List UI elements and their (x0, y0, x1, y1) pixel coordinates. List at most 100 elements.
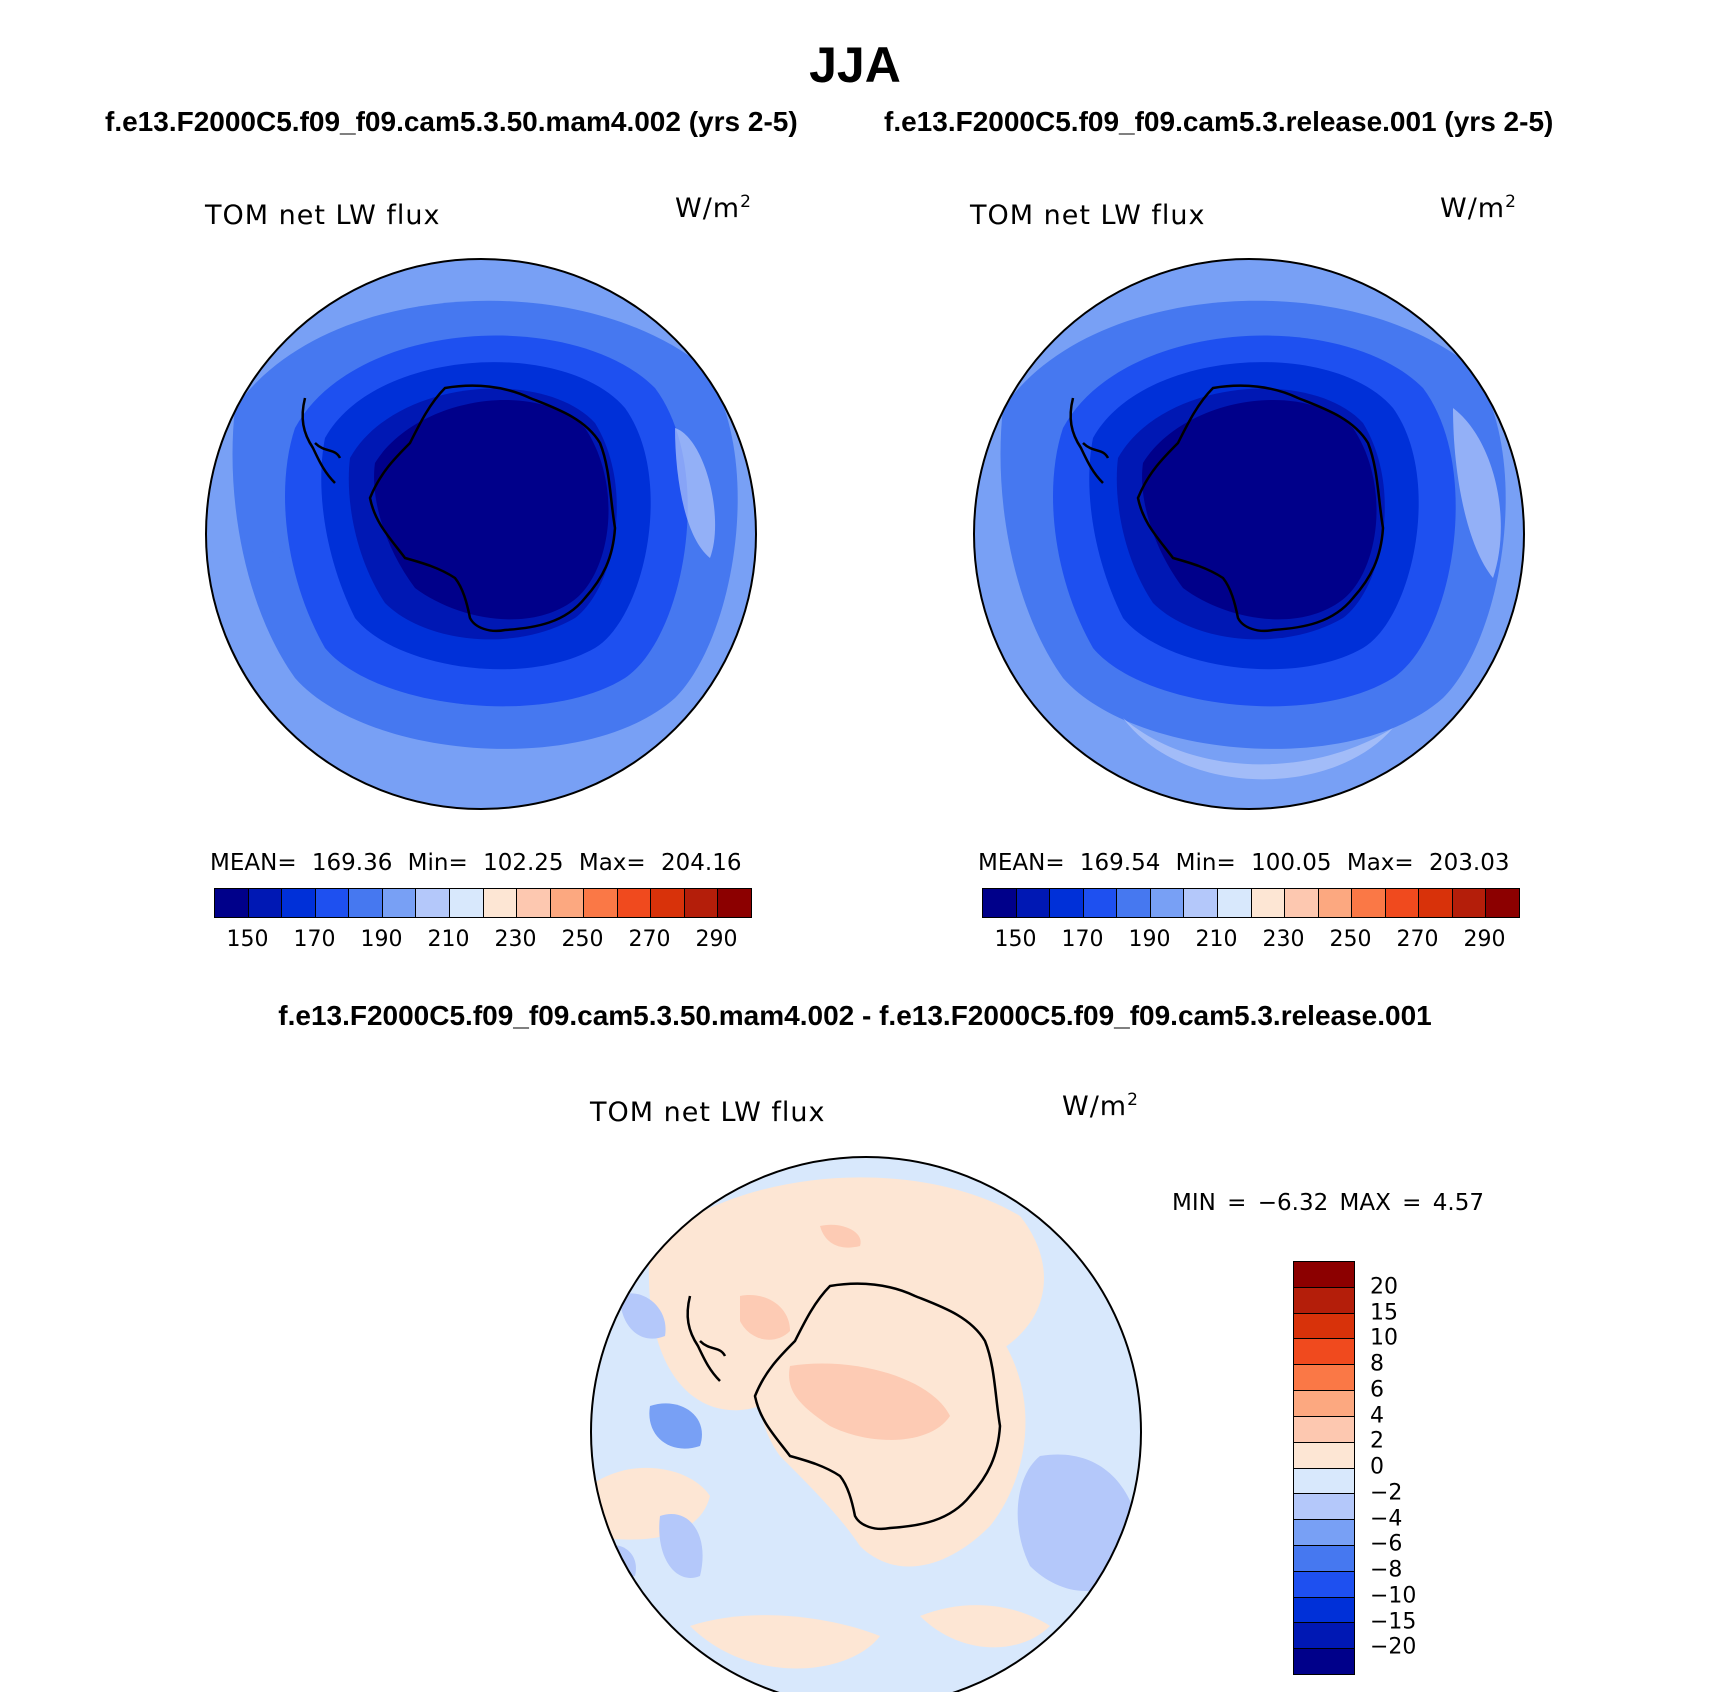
difference-colorbar-swatch (1294, 1313, 1354, 1340)
panel-1-colorbar-swatch (718, 889, 751, 917)
difference-polar-map (590, 1156, 1142, 1692)
panel-2-colorbar-tick-label: 210 (1195, 927, 1238, 952)
difference-colorbar-swatch (1294, 1287, 1354, 1314)
panel-2-colorbar-swatch (1184, 889, 1218, 917)
panel-2-colorbar-swatch (1117, 889, 1151, 917)
difference-header: f.e13.F2000C5.f09_f09.cam5.3.50.mam4.002… (278, 1000, 1432, 1031)
panel-1-header: f.e13.F2000C5.f09_f09.cam5.3.50.mam4.002… (105, 106, 798, 137)
panel-2-units: W/m2 (1440, 192, 1517, 224)
difference-colorbar-tick-label: −10 (1370, 1583, 1417, 1609)
difference-colorbar-swatch (1294, 1520, 1354, 1546)
difference-colorbar-tick-label: 8 (1370, 1351, 1384, 1377)
panel-1-colorbar-ticks: 150 170 190 210 230 250 270 290 (214, 927, 750, 957)
difference-colorbar-swatch (1294, 1262, 1354, 1288)
difference-colorbar-swatch (1294, 1468, 1354, 1495)
difference-colorbar-tick-label: 4 (1370, 1403, 1384, 1428)
difference-colorbar-swatch (1294, 1391, 1354, 1417)
panel-2-colorbar-swatch (1150, 889, 1185, 917)
panel-1-colorbar-tick-label: 270 (628, 927, 671, 952)
panel-1-polar-map (205, 258, 757, 810)
panel-1-colorbar-swatch (584, 889, 618, 917)
panel-2-polar-map (973, 258, 1525, 810)
difference-colorbar-tick-label: 10 (1370, 1325, 1398, 1351)
panel-1-colorbar-swatch (617, 889, 652, 917)
panel-1-colorbar-swatch (517, 889, 551, 917)
panel-1-units: W/m2 (675, 192, 752, 224)
panel-2-colorbar-swatch (1016, 889, 1051, 917)
panel-1-colorbar-swatch (215, 889, 249, 917)
difference-minmax: MIN = −6.32 MAX = 4.57 (1172, 1190, 1484, 1216)
panel-1-colorbar-swatch (248, 889, 283, 917)
panel-1-colorbar-tick-label: 170 (293, 927, 336, 952)
panel-1-colorbar-swatch (550, 889, 585, 917)
difference-colorbar-swatch (1294, 1623, 1354, 1650)
panel-2-colorbar-swatch (1251, 889, 1286, 917)
difference-colorbar-tick-label: 15 (1370, 1300, 1398, 1325)
figure-title: JJA (809, 37, 901, 93)
panel-2-colorbar-swatch (1352, 889, 1386, 917)
panel-2-stats: MEAN= 169.54 Min= 100.05 Max= 203.03 (978, 850, 1510, 876)
panel-2-colorbar-tick-label: 250 (1329, 927, 1372, 952)
panel-1-colorbar-tick-label: 190 (360, 927, 403, 952)
difference-colorbar-swatch (1294, 1597, 1354, 1624)
difference-colorbar-tick-label: −6 (1370, 1531, 1403, 1557)
difference-colorbar-tick-label: −8 (1370, 1557, 1403, 1583)
panel-2-colorbar (982, 888, 1520, 918)
panel-1-colorbar-tick-label: 250 (561, 927, 604, 952)
panel-2-colorbar-ticks: 150 170 190 210 230 250 270 290 (982, 927, 1518, 957)
panel-2-colorbar-swatch (1083, 889, 1118, 917)
difference-colorbar-tick-label: 20 (1370, 1274, 1398, 1300)
panel-2-colorbar-swatch (1318, 889, 1353, 917)
panel-1-colorbar-swatch (684, 889, 719, 917)
difference-colorbar-swatch (1294, 1339, 1354, 1366)
difference-colorbar-tick-label: 0 (1370, 1454, 1384, 1480)
difference-colorbar-swatch (1294, 1545, 1354, 1572)
panel-1-colorbar-tick-label: 290 (695, 927, 738, 952)
panel-2-colorbar-swatch (1385, 889, 1420, 917)
difference-variable-label: TOM net LW flux (590, 1097, 826, 1128)
panel-2-colorbar-swatch (1050, 889, 1084, 917)
difference-colorbar-swatch (1294, 1571, 1354, 1598)
difference-colorbar-tick-label: −15 (1370, 1609, 1417, 1634)
panel-1-colorbar-tick-label: 210 (427, 927, 470, 952)
panel-2-colorbar-swatch (1419, 889, 1453, 917)
panel-1-colorbar (214, 888, 752, 918)
panel-1-colorbar-swatch (416, 889, 450, 917)
panel-2-colorbar-tick-label: 150 (994, 927, 1037, 952)
difference-colorbar-tick-label: 2 (1370, 1428, 1384, 1454)
panel-2-header: f.e13.F2000C5.f09_f09.cam5.3.release.001… (884, 106, 1554, 137)
difference-colorbar-tick-label: −2 (1370, 1480, 1403, 1506)
panel-2-colorbar-swatch (1486, 889, 1519, 917)
difference-colorbar-ticks: 20 15 10 8 6 4 2 0 −2 −4 −6 −8 −10 −15 −20 (1370, 1261, 1450, 1673)
panel-1-colorbar-tick-label: 150 (226, 927, 269, 952)
panel-2-colorbar-swatch (983, 889, 1017, 917)
panel-1-variable-label: TOM net LW flux (205, 200, 441, 231)
panel-1-colorbar-tick-label: 230 (494, 927, 537, 952)
panel-1-colorbar-swatch (315, 889, 350, 917)
difference-colorbar-swatch (1294, 1649, 1354, 1674)
panel-1-colorbar-swatch (282, 889, 316, 917)
panel-1-colorbar-swatch (449, 889, 484, 917)
difference-colorbar-tick-label: 6 (1370, 1377, 1384, 1403)
panel-1-colorbar-swatch (349, 889, 383, 917)
panel-2-colorbar-swatch (1452, 889, 1487, 917)
panel-1-colorbar-swatch (382, 889, 417, 917)
difference-colorbar-swatch (1294, 1416, 1354, 1443)
panel-2-colorbar-tick-label: 270 (1396, 927, 1439, 952)
panel-2-colorbar-tick-label: 190 (1128, 927, 1171, 952)
panel-2-colorbar-tick-label: 170 (1061, 927, 1104, 952)
difference-colorbar (1293, 1261, 1355, 1675)
panel-2-colorbar-swatch (1285, 889, 1319, 917)
difference-colorbar-tick-label: −4 (1370, 1506, 1403, 1531)
difference-colorbar-swatch (1294, 1365, 1354, 1392)
panel-1-stats: MEAN= 169.36 Min= 102.25 Max= 204.16 (210, 850, 742, 876)
difference-colorbar-swatch (1294, 1494, 1354, 1521)
panel-2-variable-label: TOM net LW flux (970, 200, 1206, 231)
difference-units: W/m2 (1062, 1090, 1139, 1122)
panel-2-colorbar-tick-label: 230 (1262, 927, 1305, 952)
difference-colorbar-swatch (1294, 1442, 1354, 1469)
panel-1-colorbar-swatch (483, 889, 518, 917)
panel-1-colorbar-swatch (651, 889, 685, 917)
panel-2-colorbar-swatch (1217, 889, 1252, 917)
difference-colorbar-tick-label: −20 (1370, 1634, 1417, 1660)
